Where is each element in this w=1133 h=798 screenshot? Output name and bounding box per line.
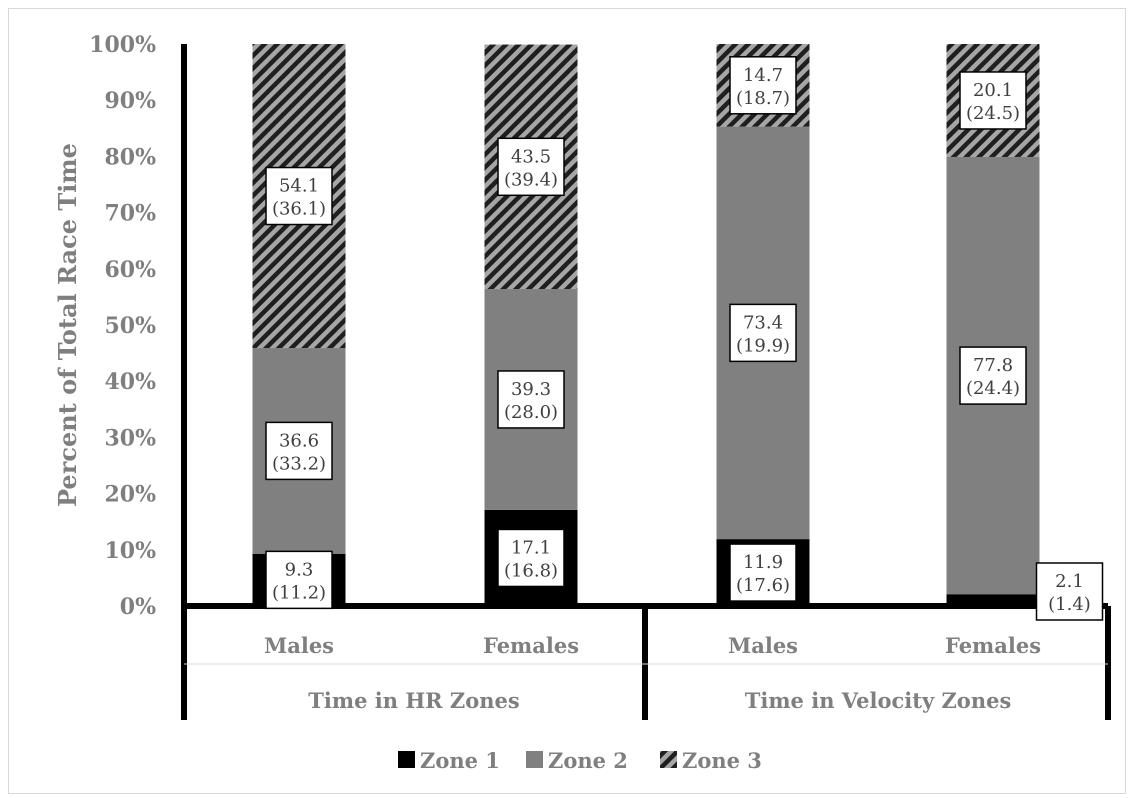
y-tick-label: 60% bbox=[104, 257, 156, 283]
zone1-segment bbox=[946, 594, 1040, 606]
category-label: Females bbox=[483, 633, 579, 658]
data-label-value: 14.7 bbox=[743, 65, 783, 86]
data-label-sd: (11.2) bbox=[272, 582, 326, 603]
data-label-box bbox=[729, 56, 797, 115]
y-tick-label: 30% bbox=[104, 425, 156, 451]
legend-item: Zone 1 bbox=[398, 748, 500, 773]
y-tick-label: 50% bbox=[104, 313, 156, 339]
data-label-sd: (36.1) bbox=[272, 199, 326, 220]
legend-swatch bbox=[526, 751, 543, 768]
data-label-value: 43.5 bbox=[511, 146, 551, 167]
data-label-box bbox=[729, 303, 797, 363]
data-label: 17.1(16.8) bbox=[497, 528, 565, 588]
y-tick-label: 90% bbox=[104, 88, 156, 114]
data-label-sd: (33.2) bbox=[272, 453, 326, 474]
y-tick-label: 40% bbox=[104, 369, 156, 395]
legend-swatch bbox=[398, 751, 415, 768]
data-label-value: 17.1 bbox=[511, 537, 551, 558]
legend-label: Zone 1 bbox=[420, 748, 500, 773]
data-label-box bbox=[497, 137, 565, 197]
data-label: 73.4(19.9) bbox=[729, 303, 797, 363]
data-label: 20.1(24.5) bbox=[959, 71, 1027, 130]
data-label-sd: (39.4) bbox=[504, 169, 558, 190]
data-label: 11.9(17.6) bbox=[729, 543, 797, 602]
y-tick-label: 0% bbox=[120, 594, 156, 620]
data-label-box bbox=[497, 528, 565, 588]
bars bbox=[252, 44, 1040, 606]
data-label: 36.6(33.2) bbox=[265, 421, 333, 481]
category-label: Males bbox=[264, 633, 334, 658]
data-label-box bbox=[265, 166, 333, 226]
legend-label: Zone 3 bbox=[682, 748, 762, 773]
data-label: 43.5(39.4) bbox=[497, 137, 565, 197]
data-label: 77.8(24.4) bbox=[959, 346, 1027, 405]
data-label-value: 20.1 bbox=[973, 80, 1013, 101]
y-tick-label: 70% bbox=[104, 201, 156, 227]
data-label-box bbox=[265, 550, 333, 610]
y-tick-label: 100% bbox=[89, 32, 156, 58]
y-tick-label: 10% bbox=[104, 538, 156, 564]
axes bbox=[181, 44, 1111, 720]
data-label-sd: (24.5) bbox=[966, 103, 1020, 124]
data-label: 9.3(11.2) bbox=[265, 550, 333, 610]
data-label-value: 39.3 bbox=[511, 379, 551, 400]
data-label-value: 73.4 bbox=[743, 312, 783, 333]
legend-item: Zone 2 bbox=[526, 748, 628, 773]
data-label-value: 36.6 bbox=[279, 430, 319, 451]
y-axis-ticks: 0% 10% 20% 30% 40% 50% 60% 70% 80% 90% 100% bbox=[89, 32, 156, 620]
data-label-sd: (1.4) bbox=[1048, 594, 1091, 615]
data-label-box bbox=[959, 346, 1027, 405]
data-label-box bbox=[497, 370, 565, 429]
data-label-value: 54.1 bbox=[279, 176, 319, 197]
y-tick-label: 20% bbox=[104, 482, 156, 508]
legend-swatch bbox=[660, 751, 677, 768]
data-label-sd: (28.0) bbox=[504, 402, 558, 423]
data-label-box bbox=[729, 543, 797, 602]
data-label: 54.1(36.1) bbox=[265, 166, 333, 226]
y-axis-label: Percent of Total Race Time bbox=[53, 143, 82, 507]
group-label: Time in Velocity Zones bbox=[745, 688, 1012, 713]
data-label-sd: (24.4) bbox=[966, 378, 1020, 399]
data-label-box bbox=[959, 71, 1027, 130]
data-label-value: 77.8 bbox=[973, 355, 1013, 376]
data-labels: 9.3(11.2) 36.6(33.2) 54.1(36.1) 17.1(16.8) 3… bbox=[265, 56, 1104, 621]
data-label-value: 11.9 bbox=[743, 552, 783, 573]
data-label: 2.1(1.4) bbox=[1035, 562, 1104, 621]
data-label-value: 9.3 bbox=[285, 559, 314, 580]
group-label: Time in HR Zones bbox=[308, 688, 519, 713]
category-label: Females bbox=[945, 633, 1041, 658]
legend-item: Zone 3 bbox=[660, 748, 762, 773]
data-label-value: 2.1 bbox=[1055, 571, 1084, 592]
category-labels: Males Females Time in HR Zones Males Females… bbox=[264, 633, 1041, 713]
data-label-box bbox=[265, 421, 333, 481]
data-label-box bbox=[1035, 562, 1104, 621]
data-label: 39.3(28.0) bbox=[497, 370, 565, 429]
data-label-sd: (18.7) bbox=[736, 88, 790, 109]
data-label: 14.7(18.7) bbox=[729, 56, 797, 115]
data-label-sd: (17.6) bbox=[736, 575, 790, 596]
legend-label: Zone 2 bbox=[548, 748, 628, 773]
category-label: Males bbox=[728, 633, 798, 658]
data-label-sd: (16.8) bbox=[504, 560, 558, 581]
data-label-sd: (19.9) bbox=[736, 335, 790, 356]
y-tick-label: 80% bbox=[104, 144, 156, 170]
legend: Zone 1 Zone 2 Zone 3 bbox=[398, 748, 762, 773]
